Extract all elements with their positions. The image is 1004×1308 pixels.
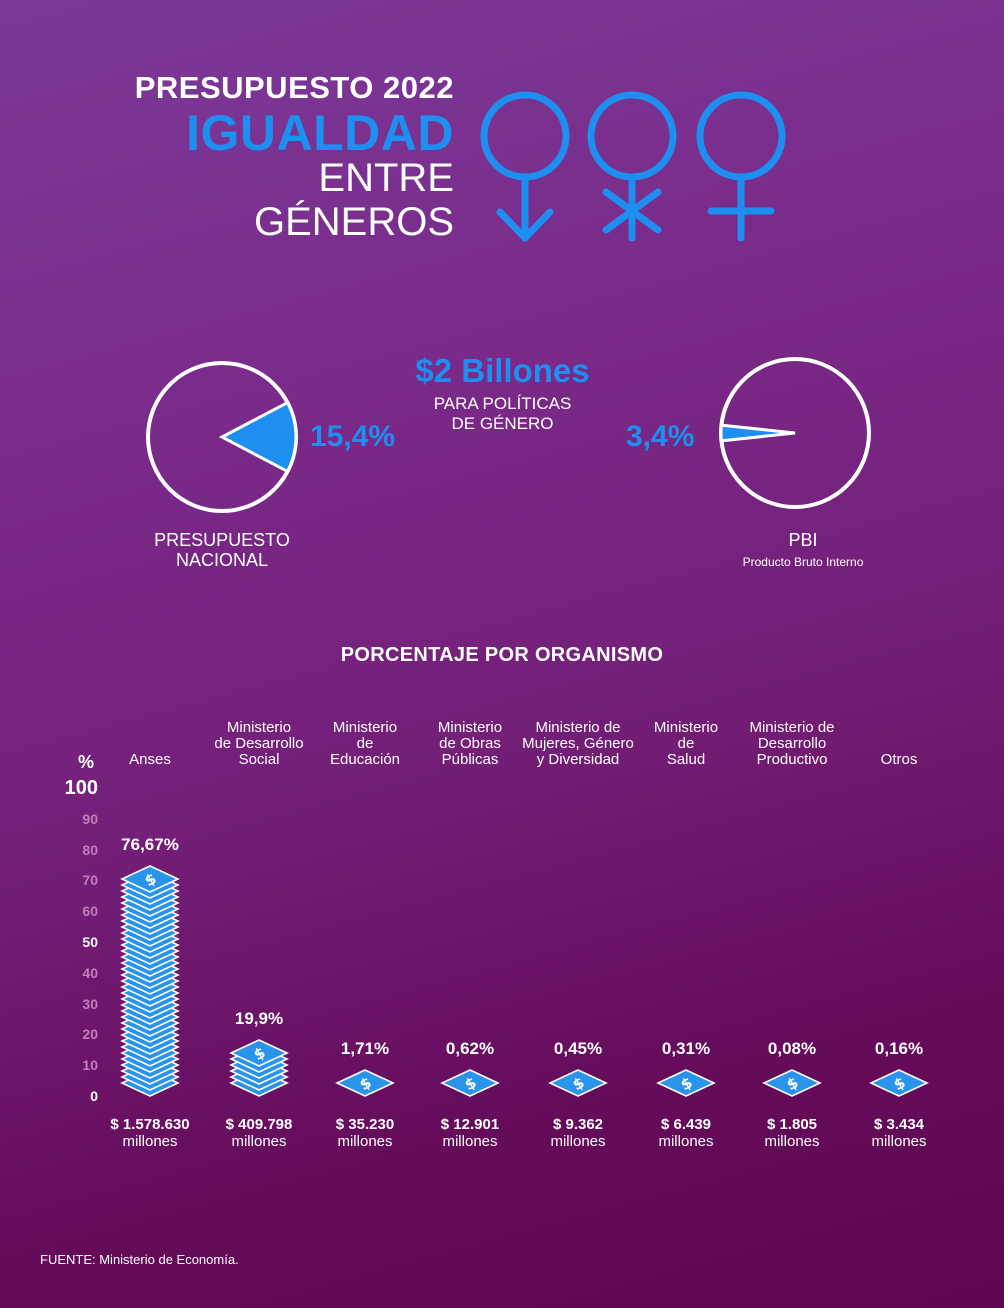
- value-label: 1,71%: [340, 1039, 390, 1058]
- value-label: 0,45%: [553, 1039, 603, 1058]
- bar-7: $: [869, 1069, 929, 1097]
- title-highlight: IGUALDAD: [186, 105, 454, 161]
- bar-1: $: [229, 1039, 289, 1097]
- total-amount: $2 Billones: [415, 352, 590, 389]
- bar-6: $: [762, 1069, 822, 1097]
- bar-5: $: [656, 1069, 716, 1097]
- bar-0: $: [120, 865, 180, 1097]
- female-cross-icon: [696, 91, 786, 242]
- y-tick-label: 40: [82, 964, 98, 981]
- y-tick-label: 70: [82, 872, 98, 889]
- female-arrow-icon: [480, 91, 570, 242]
- pie-presupuesto-label-1: PRESUPUESTO: [154, 530, 290, 550]
- total-amount-description: PARA POLÍTICAS DE GÉNERO: [380, 394, 625, 434]
- value-label: 76,67%: [121, 835, 179, 854]
- pie-presupuesto-pct: 15,4%: [310, 420, 396, 453]
- y-tick-label: 10: [82, 1057, 98, 1074]
- amount-label: $ 6.439 millones: [658, 1116, 714, 1150]
- pie-pbi-pct: 3,4%: [626, 420, 695, 453]
- bar-2: $: [335, 1069, 395, 1097]
- value-label: 0,31%: [661, 1039, 711, 1058]
- female-asterisk-icon: [587, 91, 677, 242]
- bars-layer: $ $ $ $ $ $ $ $: [120, 865, 929, 1097]
- value-label: 19,9%: [234, 1009, 284, 1028]
- pie-pbi: [719, 357, 871, 509]
- amount-label: $ 409.798 millones: [225, 1116, 293, 1150]
- category-label: Otros: [880, 751, 918, 768]
- pie-presupuesto-label-2: NACIONAL: [175, 550, 269, 570]
- amount-label: $ 35.230 millones: [335, 1116, 395, 1150]
- category-label: Ministerio de Desarrollo Productivo: [749, 719, 835, 768]
- value-label: 0,16%: [874, 1039, 924, 1058]
- y-axis-label: %: [78, 752, 95, 772]
- source-note: FUENTE: Ministerio de Economía.: [40, 1252, 239, 1267]
- value-label: 0,62%: [445, 1039, 495, 1058]
- chart-title: PORCENTAJE POR ORGANISMO: [340, 644, 664, 666]
- pie-pbi-label: PBI Producto Bruto Interno: [703, 530, 903, 572]
- title-line-4: GÉNEROS: [253, 200, 454, 244]
- amount-label: $ 1.805 millones: [764, 1116, 820, 1150]
- y-tick-label: 0: [90, 1088, 98, 1104]
- pie-pbi-label-1: PBI: [788, 530, 818, 550]
- bar-3: $: [440, 1069, 500, 1097]
- y-tick-label: 80: [82, 841, 98, 858]
- pie-pbi-label-2: Producto Bruto Interno: [742, 555, 864, 569]
- value-label: 0,08%: [767, 1039, 817, 1058]
- pie-presupuesto: [146, 361, 298, 513]
- category-label: Ministerio de Educación: [329, 719, 401, 768]
- y-tick-label: 20: [82, 1026, 98, 1043]
- pie-presupuesto-label: PRESUPUESTO NACIONAL: [122, 530, 322, 570]
- y-tick-label: 90: [82, 810, 98, 827]
- title-line-1: PRESUPUESTO 2022: [134, 70, 454, 105]
- y-tick-label: 60: [82, 903, 98, 920]
- y-tick-label: 30: [82, 995, 98, 1012]
- category-label: Ministerio de Mujeres, Género y Diversidad: [522, 719, 634, 768]
- amount-label: $ 3.434 millones: [871, 1116, 927, 1150]
- pie-slice-pbi: [719, 423, 796, 443]
- pie-slice-presupuesto: [218, 400, 298, 474]
- title-line-3: ENTRE: [318, 156, 454, 200]
- category-label: Ministerio de Desarrollo Social: [214, 719, 304, 768]
- y-tick-label: 50: [82, 934, 98, 950]
- y-tick-label: 100: [64, 777, 98, 799]
- amount-label: $ 12.901 millones: [440, 1116, 500, 1150]
- category-label: Ministerio de Obras Públicas: [437, 719, 503, 768]
- description-line-1: PARA POLÍTICAS: [433, 394, 572, 413]
- amount-label: $ 1.578.630 millones: [110, 1116, 190, 1150]
- description-line-2: DE GÉNERO: [451, 414, 554, 433]
- category-label: Ministerio de Salud: [653, 719, 719, 768]
- category-label: Anses: [129, 751, 171, 768]
- bar-4: $: [548, 1069, 608, 1097]
- amount-label: $ 9.362 millones: [550, 1116, 606, 1150]
